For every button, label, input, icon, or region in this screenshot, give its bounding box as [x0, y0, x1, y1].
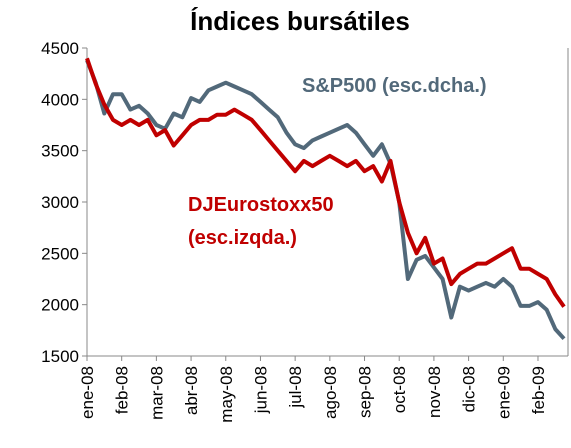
y-tick-label: 1500: [41, 347, 79, 366]
series-label: S&P500 (esc.dcha.): [302, 75, 487, 97]
x-tick-label: ago-08: [321, 366, 340, 419]
x-tick-label: feb-09: [529, 366, 548, 414]
series-line: [85, 57, 566, 308]
y-tick-label: 2500: [41, 244, 79, 263]
y-tick-label: 4000: [41, 90, 79, 109]
y-tick-label: 3500: [41, 142, 79, 161]
series-line: [85, 59, 566, 341]
y-tick-label: 3000: [41, 193, 79, 212]
x-tick-label: nov-08: [425, 366, 444, 418]
chart-title: Índices bursátiles: [190, 6, 410, 36]
y-tick-label: 4500: [41, 39, 79, 58]
series-label: DJEurostoxx50 (esc.izqda.): [188, 194, 334, 249]
x-tick-label: feb-08: [113, 366, 132, 414]
x-tick-label: ene-08: [78, 366, 97, 419]
x-tick-label: jul-08: [286, 366, 305, 409]
x-tick-label: ene-09: [494, 366, 513, 419]
x-tick-label: may-08: [217, 366, 236, 423]
x-tick-label: mar-08: [147, 366, 166, 420]
y-tick-label: 2000: [41, 296, 79, 315]
x-tick-label: sep-08: [356, 366, 375, 418]
x-tick-label: dic-08: [460, 366, 479, 412]
x-tick-label: oct-08: [390, 366, 409, 413]
x-tick-label: jun-08: [251, 366, 270, 414]
x-tick-label: abr-08: [182, 366, 201, 415]
